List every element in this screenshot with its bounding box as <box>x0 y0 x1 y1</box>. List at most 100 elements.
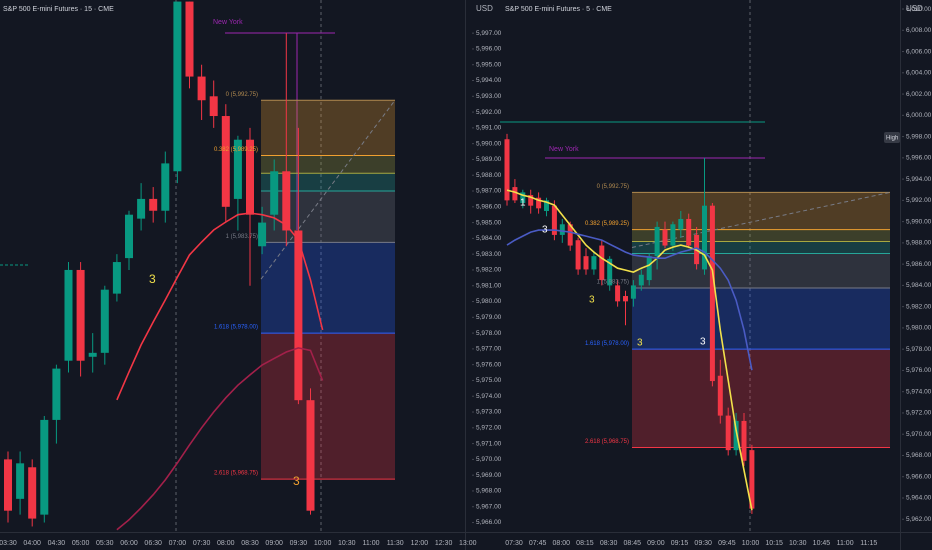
fib-label: 0 (5,992.75) <box>597 184 629 190</box>
y-tick-label: 5,996.00 <box>476 46 502 53</box>
wave-label: 3 <box>700 337 706 348</box>
y-tick-label: 6,010.00 <box>906 6 932 13</box>
candle-body <box>662 229 668 246</box>
y-tick-label: 5,990.00 <box>476 140 502 147</box>
candle-body <box>64 269 73 361</box>
candle-body <box>599 245 605 281</box>
fib-label: 2.618 (5,968.75) <box>214 471 258 477</box>
candle-body <box>551 205 557 235</box>
candle-body <box>733 420 739 451</box>
wave-label: 3 <box>637 338 643 349</box>
candle-body <box>125 214 133 259</box>
fib-zone <box>261 191 395 243</box>
candle-body <box>741 420 747 461</box>
ma-line <box>506 229 753 371</box>
fib-zone <box>632 349 890 448</box>
fib-zone <box>261 155 395 174</box>
candle-body <box>209 96 218 117</box>
candle-body <box>686 218 692 246</box>
candle-body <box>504 139 510 201</box>
y-tick-label: 5,966.00 <box>906 473 932 480</box>
candle-body <box>28 467 37 519</box>
fib-label: 1 (5,983.75) <box>226 234 258 240</box>
y-tick-label: 6,004.00 <box>906 70 932 77</box>
session-label: New York <box>213 19 243 26</box>
x-tick-label: 11:30 <box>387 540 404 547</box>
x-tick-label: 08:45 <box>623 540 641 547</box>
x-tick-label: 05:30 <box>96 540 114 547</box>
fib-zone <box>261 100 395 156</box>
x-tick-label: 09:15 <box>671 540 689 547</box>
candle-body <box>544 200 549 211</box>
x-tick-label: 07:30 <box>193 540 211 547</box>
candle-body <box>270 171 279 215</box>
y-tick-label: 5,975.00 <box>476 377 502 384</box>
candle-body <box>749 450 755 509</box>
wave-label: 3 <box>589 295 595 306</box>
wave-label: 3 <box>542 225 548 236</box>
y-tick-label: 5,993.00 <box>476 93 502 100</box>
fib-zone <box>632 229 890 242</box>
y-tick-label: 5,992.00 <box>906 197 932 204</box>
candle-body <box>512 187 518 201</box>
fib-trend <box>260 99 396 280</box>
ma-line <box>116 212 324 401</box>
y-tick-label: 5,989.00 <box>476 156 502 163</box>
y-tick-label: 5,976.00 <box>476 361 502 368</box>
y-tick-label: 6,002.00 <box>906 91 932 98</box>
x-tick-label: 07:30 <box>505 540 523 547</box>
candle-body <box>173 1 182 172</box>
y-tick-label: 5,962.00 <box>906 516 932 523</box>
candle-body <box>246 139 254 215</box>
fib-zone <box>632 288 890 350</box>
y-tick-label: 5,991.00 <box>476 125 502 132</box>
chart-title: S&P 500 E-mini Futures · 15 · CME <box>3 6 114 13</box>
candle-body <box>52 368 61 420</box>
candle-body <box>185 1 194 77</box>
y-tick-label: 6,000.00 <box>906 112 932 119</box>
candle-body <box>654 226 660 257</box>
candle-body <box>709 205 715 382</box>
x-tick-label: 07:45 <box>529 540 547 547</box>
x-tick-label: 09:30 <box>694 540 712 547</box>
candle-body <box>717 375 723 416</box>
y-tick-label: 5,982.00 <box>476 267 502 274</box>
x-tick-label: 06:30 <box>144 540 162 547</box>
y-tick-label: 5,986.00 <box>476 204 502 211</box>
candle-body <box>100 289 109 353</box>
currency-label: USD <box>476 4 493 13</box>
x-tick-label: 08:00 <box>217 540 235 547</box>
candle-body <box>725 415 731 451</box>
x-tick-label: 08:30 <box>241 540 259 547</box>
fib-zone <box>632 192 890 230</box>
candle-body <box>630 285 636 299</box>
fib-zone <box>261 242 395 334</box>
plot-left <box>0 0 396 532</box>
fib-label: 0.382 (5,989.25) <box>585 221 629 227</box>
y-tick-label: 5,980.00 <box>476 298 502 305</box>
x-tick-label: 11:00 <box>363 540 380 547</box>
wave-label: 3 <box>149 272 156 286</box>
session-label: New York <box>549 146 579 153</box>
candle-body <box>88 352 97 357</box>
y-tick-label: 5,990.00 <box>906 218 932 225</box>
x-tick-label: 12:00 <box>411 540 429 547</box>
y-tick-label: 5,986.00 <box>906 261 932 268</box>
y-tick-label: 5,973.00 <box>476 409 502 416</box>
y-tick-label: 5,982.00 <box>906 303 932 310</box>
y-tick-label: 5,977.00 <box>476 346 502 353</box>
candle-body <box>76 269 85 361</box>
fib-zone <box>632 253 890 289</box>
candle-body <box>567 224 573 246</box>
fib-label: 0.382 (5,989.25) <box>214 147 258 153</box>
y-tick-label: 5,987.00 <box>476 188 502 195</box>
y-tick-label: 5,969.00 <box>476 472 502 479</box>
y-tick-label: 5,984.00 <box>476 235 502 242</box>
candle-body <box>591 256 597 270</box>
currency-label: USD <box>906 4 923 13</box>
y-tick-label: 5,971.00 <box>476 440 502 447</box>
y-tick-label: 5,984.00 <box>906 282 932 289</box>
candle-body <box>670 224 676 246</box>
y-tick-label: 5,976.00 <box>906 367 932 374</box>
